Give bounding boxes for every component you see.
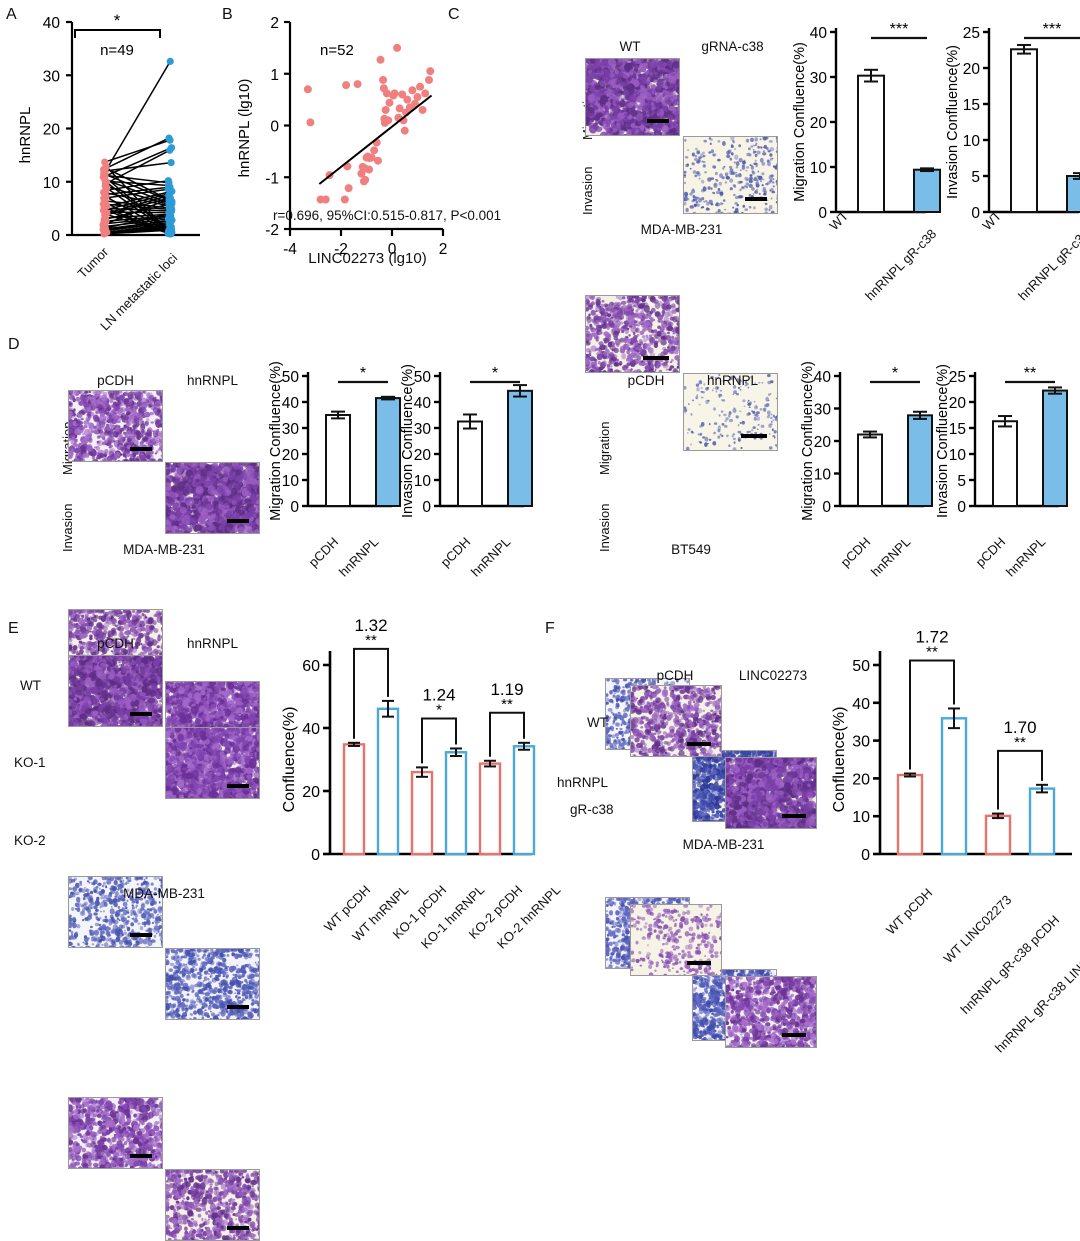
svg-text:10: 10 [810,160,828,177]
svg-text:40: 40 [43,15,61,32]
panel-d-left-col-header-1: hnRNPL [165,372,260,390]
panel-f-row-header-2: gR-c38 [570,802,614,817]
panel-f-row-header-0: WT [587,715,608,730]
microscopy-texture [69,1098,163,1169]
panel-a-plot: 0 10 20 30 40 * n=49 hnRNPL [0,0,230,300]
svg-text:30: 30 [43,68,61,85]
microscopy-texture [69,391,163,462]
panel-f-col-header-0: pCDH [630,667,720,685]
panel-c-col-header-0: WT [590,38,670,56]
panel-f-image-gr-pcdh [630,904,722,976]
panel-f: pCDH LINC02273 WT hnRNPL gR-c38 MDA-MB-2… [535,615,1080,1020]
panel-c-col-header-1: gRNA-c38 [685,38,780,56]
panel-c-image-migration-grna [683,136,778,214]
microscopy-texture [166,463,260,534]
panel-f-image-wt-linc [725,757,817,829]
svg-text:10: 10 [963,133,981,150]
microscopy-texture [726,758,817,829]
panel-f-cell-line: MDA-MB-231 [630,837,817,852]
svg-text:2: 2 [270,15,279,32]
microscopy-texture [684,137,778,214]
panel-e-image-ko1-hnrnpl [165,948,260,1020]
svg-text:15: 15 [963,97,980,114]
microscopy-texture [631,686,722,757]
panel-c: WT gRNA-c38 Migration Invasion MDA-MB-23… [440,0,1080,310]
panel-e-cell-line: MDA-MB-231 [68,886,260,901]
panel-e-col-header-0: pCDH [68,635,163,653]
svg-text:40: 40 [810,25,828,42]
svg-text:20: 20 [810,115,828,132]
panel-d-left-cell-line: MDA-MB-231 [68,542,260,557]
panel-f-xlabel-0: WT pCDH [833,885,936,988]
svg-text:10: 10 [43,175,61,192]
svg-text:-1: -1 [265,170,279,187]
svg-text:Invasion Confluence(%): Invasion Confluence(%) [945,45,961,199]
panel-d: pCDH hnRNPL Migration Invasion MDA-MB-23… [0,330,1080,610]
panel-e-row-header-2: KO-2 [14,833,46,848]
panel-a-n-label: n=49 [100,42,134,59]
microscopy-texture [726,977,817,1048]
svg-text:Migration Confluence(%): Migration Confluence(%) [792,42,808,202]
panel-d-right-col-header-0: pCDH [605,372,687,390]
svg-text:20: 20 [43,122,61,139]
panel-c-row-header-1: Invasion [580,167,595,215]
panel-a-ylabel: hnRNPL [17,107,34,164]
microscopy-texture [586,59,680,136]
panel-e-image-ko2-pcdh [68,1097,163,1169]
panel-d-left-image-mig-pcdh [68,390,163,462]
panel-a-significance: * [114,11,121,30]
microscopy-texture [166,1170,260,1241]
panel-e-row-header-1: KO-1 [14,755,46,770]
panel-e-image-ko2-hnrnpl [165,1169,260,1241]
panel-b-ylabel: hnRNPL (lg10) [236,79,253,178]
svg-text:25: 25 [963,25,980,42]
svg-text:5: 5 [971,169,980,186]
svg-text:1: 1 [270,67,279,84]
microscopy-texture [631,905,722,976]
panel-d-left-image-mig-hnrnpl [165,462,260,534]
svg-text:20: 20 [963,61,981,78]
panel-f-col-header-1: LINC02273 [723,667,823,685]
svg-text:0: 0 [270,119,279,136]
panel-b-xlabel: LINC02273 (lg10) [290,250,445,267]
panel-d-right-col-header-1: hnRNPL [690,372,775,390]
svg-text:***: *** [890,21,909,38]
svg-text:0: 0 [818,205,827,222]
panel-f-image-gr-linc [725,976,817,1048]
panel-c-image-migration-wt [585,58,680,136]
panel-c-cell-line: MDA-MB-231 [585,222,778,237]
microscopy-texture [69,656,163,727]
svg-text:0: 0 [51,228,60,245]
panel-f-image-wt-pcdh [630,685,722,757]
svg-text:0: 0 [971,205,980,222]
panel-e-image-wt-hnrnpl [165,727,260,799]
microscopy-texture [166,949,260,1020]
panel-e-row-header-0: WT [20,678,41,693]
panel-f-row-header-1: hnRNPL [557,775,608,790]
panel-d-right-row-header-0: Migration [597,422,612,475]
svg-text:30: 30 [810,70,828,87]
panel-d-left-col-header-0: pCDH [68,372,163,390]
panel-b-n-label: n=52 [320,42,354,59]
panel-e-image-wt-pcdh [68,655,163,727]
svg-text:***: *** [1043,21,1062,38]
svg-text:-2: -2 [265,222,279,239]
panel-d-right-cell-line: BT549 [605,542,777,557]
microscopy-texture [166,728,260,799]
panel-e-col-header-1: hnRNPL [165,635,260,653]
